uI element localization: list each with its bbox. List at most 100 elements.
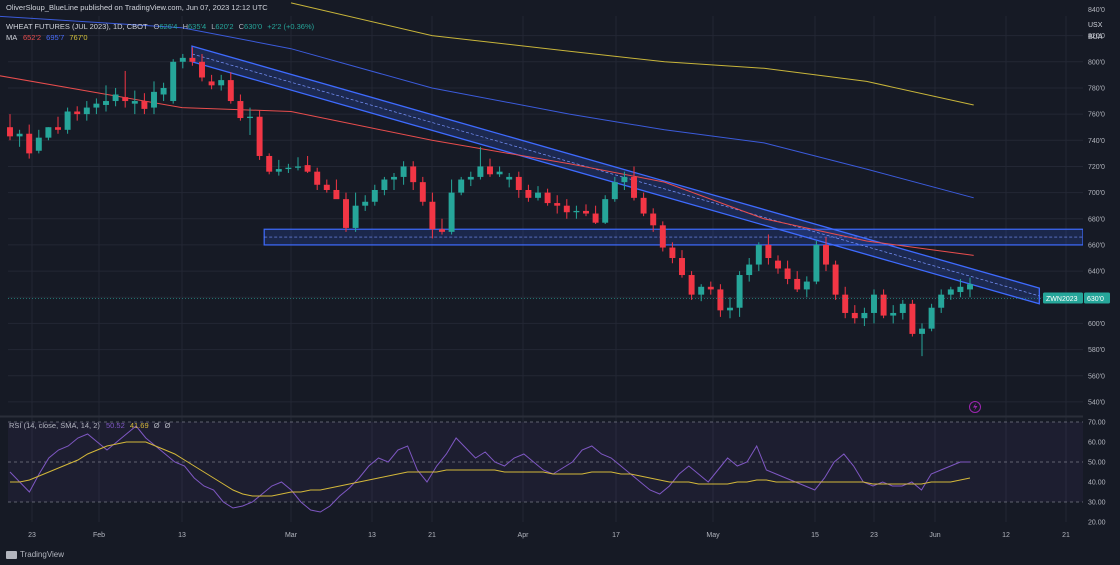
horizontal-zone — [263, 228, 1084, 246]
candle — [352, 192, 359, 232]
candle-body — [477, 166, 484, 177]
legend-change: +2'2 (+0.36%) — [267, 22, 314, 31]
candle — [391, 172, 397, 190]
candle-body — [765, 244, 772, 259]
candle-body — [554, 203, 561, 206]
rsi-tick-label: 70.00 — [1088, 420, 1106, 427]
time-tick-label: 21 — [428, 532, 436, 539]
candle — [343, 192, 349, 232]
rsi-legend-value: 50.52 — [106, 421, 125, 430]
price-tick-label: 540'0 — [1088, 399, 1105, 406]
candle-body — [266, 155, 273, 172]
rsi-legend-label: RSI (14, close, SMA, 14, 2) — [9, 421, 100, 430]
candle — [439, 218, 445, 235]
candle-body — [640, 197, 647, 214]
candle-body — [919, 328, 925, 334]
candle — [640, 192, 647, 217]
ma-line-2 — [0, 15, 974, 199]
price-axis[interactable]: 840'0 820'0 800'0 780'0 760'0 740'0 720'0 700'0… — [1083, 7, 1120, 529]
candle-body — [64, 111, 71, 130]
price-tag-symbol: ZWN2023 — [1046, 296, 1078, 303]
candle — [448, 179, 455, 235]
candle-body — [35, 137, 42, 151]
candle-body — [179, 57, 186, 62]
rsi-ma-line — [10, 441, 971, 497]
candle — [563, 199, 570, 219]
candle — [947, 286, 954, 300]
candle-body — [122, 97, 129, 102]
candle — [515, 171, 522, 198]
time-axis[interactable]: 23 Feb 13 Mar 13 21 Apr 17 May 15 23 Jun 12 21 — [0, 527, 1083, 547]
candle-body — [832, 264, 839, 295]
candle-body — [775, 260, 781, 269]
candle — [688, 271, 695, 300]
ma-value-3: 767'0 — [69, 33, 87, 42]
candle — [429, 192, 436, 239]
candle — [189, 47, 196, 66]
candle — [746, 258, 753, 282]
candle — [554, 195, 561, 214]
time-tick-label: 13 — [368, 532, 376, 539]
footer-bar: TradingView — [0, 547, 1120, 565]
candle-body — [16, 133, 23, 137]
candle — [823, 237, 829, 272]
price-tag-price-box — [1084, 292, 1110, 304]
candle-body — [131, 101, 138, 104]
candle — [458, 176, 465, 196]
bolt-icon[interactable] — [969, 401, 981, 413]
candle-body — [755, 244, 762, 265]
candle — [794, 271, 801, 293]
candle-body — [650, 213, 657, 226]
candle — [717, 284, 724, 317]
time-tick-label: 21 — [1062, 532, 1070, 539]
candle — [967, 277, 973, 298]
time-tick-label: 23 — [870, 532, 878, 539]
candle-body — [947, 289, 954, 295]
candle — [851, 305, 858, 324]
candle-body — [295, 166, 301, 168]
candle — [400, 161, 407, 185]
candle-body — [371, 189, 378, 202]
candle — [525, 184, 532, 202]
candle-body — [544, 192, 551, 204]
currency-label: USX — [1088, 22, 1103, 29]
price-tick-label: 560'0 — [1088, 373, 1105, 380]
candle-body — [659, 225, 666, 248]
time-tick-label: Apr — [518, 532, 530, 539]
candle-body — [698, 286, 705, 295]
rsi-line — [9, 425, 970, 513]
candle — [247, 107, 253, 136]
candle-body — [957, 286, 964, 293]
candle — [55, 116, 61, 134]
time-tick-label: Feb — [93, 532, 105, 539]
candle-body — [861, 312, 868, 319]
candle — [928, 303, 935, 332]
legend-h-label: H — [183, 22, 188, 31]
candle — [256, 110, 263, 160]
candle — [122, 70, 129, 108]
price-tick-label: 700'0 — [1088, 190, 1105, 197]
legend-c-label: C — [239, 22, 245, 31]
candle-body — [439, 229, 445, 232]
price-tick-label: 680'0 — [1088, 216, 1105, 223]
candle-body — [592, 213, 599, 223]
candle — [131, 90, 138, 115]
candle-body — [823, 244, 829, 265]
tradingview-logo[interactable]: TradingView — [6, 550, 64, 559]
candle — [803, 276, 810, 298]
candle-body — [304, 165, 311, 172]
candle-body — [256, 116, 263, 156]
candle — [74, 106, 81, 121]
time-tick-label: 12 — [1002, 532, 1010, 539]
rsi-tick-label: 20.00 — [1088, 520, 1106, 527]
candle-body — [631, 176, 637, 198]
candle-body — [103, 101, 109, 105]
price-tick-label: 820'0 — [1088, 33, 1105, 40]
candle — [323, 179, 330, 193]
candle — [266, 153, 273, 175]
candle-body — [247, 116, 253, 119]
candle-body — [448, 192, 455, 232]
rsi-tick-label: 50.00 — [1088, 460, 1106, 467]
candle-body — [170, 61, 177, 102]
